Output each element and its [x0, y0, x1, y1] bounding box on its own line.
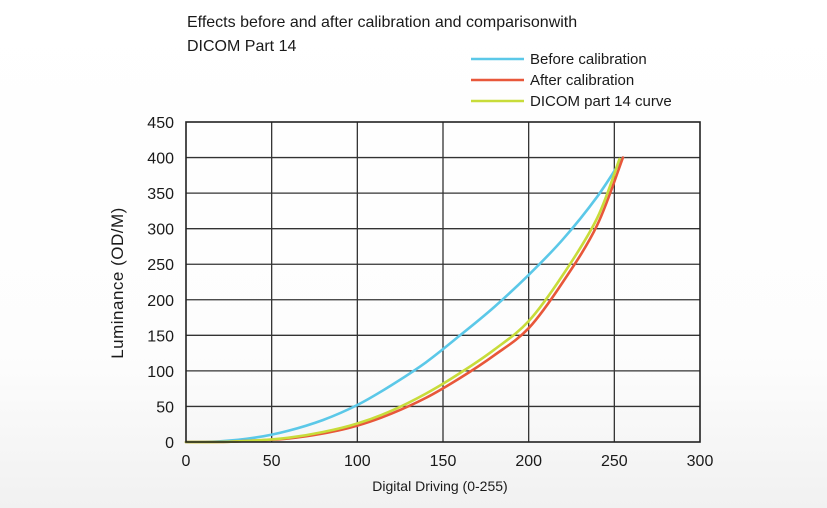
x-tick-label: 300 [687, 453, 714, 470]
y-tick-label: 200 [147, 293, 174, 310]
plot-grid [186, 122, 700, 442]
y-tick-label: 150 [147, 328, 174, 345]
x-tick-label: 200 [515, 453, 542, 470]
y-tick-label: 250 [147, 257, 174, 274]
x-axis-label: Digital Driving (0-255) [372, 478, 507, 494]
legend-label-1: Before calibration [530, 51, 647, 68]
y-axis-ticks: 0 50 100 150 200 250 300 350 400 450 [147, 115, 174, 452]
legend-label-3: DICOM part 14 curve [530, 93, 672, 110]
x-tick-label: 250 [601, 453, 628, 470]
y-tick-label: 50 [156, 399, 174, 416]
y-tick-label: 0 [165, 435, 174, 452]
x-tick-label: 100 [344, 453, 371, 470]
y-tick-label: 100 [147, 364, 174, 381]
series-line-1 [184, 156, 625, 444]
y-tick-label: 300 [147, 222, 174, 239]
chart-title-line-2: DICOM Part 14 [187, 38, 296, 55]
series-line-3 [184, 157, 621, 444]
plot-border [185, 121, 701, 443]
legend: Before calibration After calibration DICOM… [471, 51, 672, 110]
y-axis-label: Luminance (OD/M) [108, 207, 127, 359]
plot-series [184, 156, 625, 444]
y-tick-label: 450 [147, 115, 174, 132]
x-tick-label: 150 [430, 453, 457, 470]
plot-frame [185, 121, 701, 443]
x-tick-label: 50 [263, 453, 281, 470]
y-tick-label: 400 [147, 151, 174, 168]
x-axis-ticks: 0 50 100 150 200 250 300 [182, 453, 714, 470]
y-tick-label: 350 [147, 186, 174, 203]
chart-title-line-1: Effects before and after calibration and… [187, 14, 577, 31]
x-tick-label: 0 [182, 453, 191, 470]
legend-label-2: After calibration [530, 72, 634, 89]
